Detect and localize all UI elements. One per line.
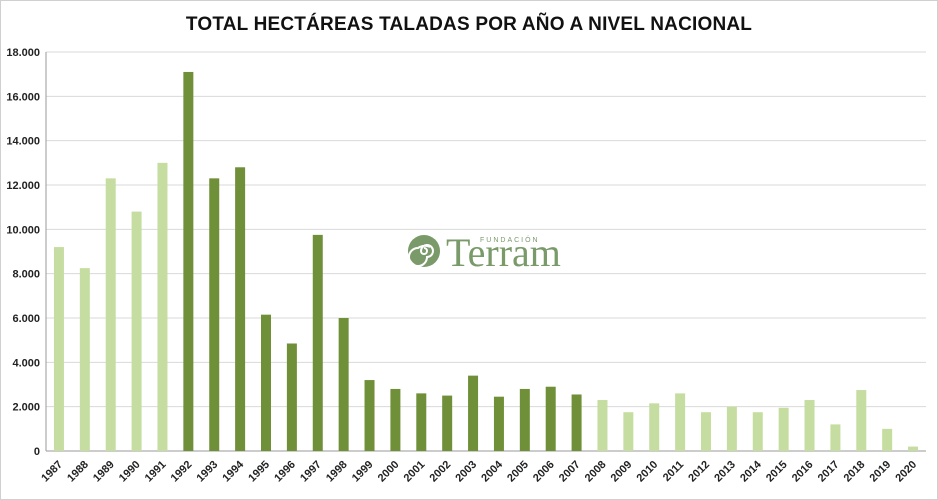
terram-watermark: Terram FUNDACIÓN: [408, 230, 561, 275]
x-tick-label: 1990: [117, 459, 143, 485]
bar-1997: [312, 234, 323, 451]
bar-1992: [183, 71, 194, 451]
x-tick-label: 2014: [738, 458, 764, 484]
x-tick-label: 2017: [816, 459, 842, 485]
x-tick-label: 2002: [427, 459, 453, 485]
x-tick-label: 2016: [790, 459, 816, 485]
bar-2016: [804, 400, 815, 451]
x-tick-label: 1992: [169, 459, 195, 485]
bar-1989: [105, 178, 116, 451]
y-tick-label: 0: [34, 446, 40, 458]
x-tick-label: 2004: [479, 458, 505, 484]
bar-2018: [856, 390, 867, 451]
bar-2011: [675, 393, 686, 451]
x-tick-label: 2001: [402, 459, 428, 485]
x-tick-label: 2003: [453, 459, 479, 485]
bar-2020: [908, 446, 919, 451]
bar-2009: [623, 412, 634, 451]
x-tick-label: 2011: [661, 459, 686, 484]
bar-1993: [209, 178, 220, 451]
bar-1996: [286, 343, 297, 451]
y-tick-label: 12.000: [6, 180, 40, 192]
bar-1990: [131, 211, 142, 451]
y-tick-label: 6.000: [12, 313, 40, 325]
y-tick-label: 2.000: [12, 402, 40, 414]
x-tick-label: 1987: [39, 459, 65, 485]
bar-2012: [701, 412, 711, 451]
bar-2015: [778, 407, 789, 451]
x-tick-label: 1993: [195, 459, 221, 485]
x-tick-label: 1999: [350, 459, 376, 485]
x-tick-label: 2007: [557, 459, 583, 485]
bar-2003: [468, 375, 479, 451]
x-tick-label: 2010: [635, 459, 661, 485]
bar-2008: [597, 400, 608, 451]
y-tick-label: 8.000: [12, 269, 40, 281]
bar-2019: [882, 428, 893, 451]
bar-1994: [235, 167, 246, 451]
bar-2000: [390, 388, 401, 451]
y-tick-label: 14.000: [6, 136, 40, 148]
bar-2017: [830, 424, 841, 451]
x-tick-label: 2013: [712, 459, 738, 485]
bar-1998: [338, 318, 349, 451]
x-tick-label: 1995: [246, 459, 272, 485]
y-axis-ticks: 0 2.000 4.000 6.000 8.000 10.000 12.000 14.000 1…: [6, 47, 40, 458]
bar-2002: [442, 395, 453, 451]
bar-1999: [364, 380, 375, 451]
x-tick-label: 2020: [893, 459, 919, 485]
bar-1987: [53, 247, 64, 451]
bars: [53, 71, 919, 452]
x-tick-label: 1994: [220, 458, 246, 484]
x-tick-label: 1988: [65, 459, 91, 485]
bar-2001: [416, 393, 427, 451]
x-tick-label: 2008: [583, 459, 609, 485]
bar-1995: [261, 314, 271, 451]
watermark-small: FUNDACIÓN: [480, 235, 540, 244]
x-tick-label: 2018: [842, 459, 868, 485]
x-tick-label: 2006: [531, 459, 557, 485]
bar-2010: [649, 403, 660, 451]
x-tick-label: 2019: [867, 459, 893, 485]
y-tick-label: 4.000: [12, 357, 40, 369]
x-tick-label: 2012: [686, 459, 712, 485]
bar-2005: [519, 388, 530, 451]
x-axis-ticks: 1987 1988 1989 1990 1991 1992 1993 1994 1995 1996…: [39, 458, 919, 484]
x-tick-label: 2009: [609, 459, 635, 485]
y-tick-label: 10.000: [6, 224, 40, 236]
bar-2014: [752, 412, 763, 451]
x-tick-label: 2005: [505, 459, 531, 485]
bar-1991: [157, 162, 168, 452]
x-tick-label: 1996: [272, 459, 298, 485]
bar-2007: [571, 394, 582, 451]
x-tick-label: 1997: [298, 459, 324, 485]
x-tick-label: 1989: [91, 459, 117, 485]
x-tick-label: 1991: [143, 459, 169, 485]
chart-title: TOTAL HECTÁREAS TALADAS POR AÑO A NIVEL …: [185, 14, 753, 35]
watermark-brand: Terram: [446, 230, 561, 275]
bar-2006: [545, 386, 556, 451]
x-tick-label: 2000: [376, 459, 402, 485]
bar-2004: [493, 396, 504, 451]
x-tick-label: 2015: [764, 459, 790, 485]
x-tick-label: 1998: [324, 459, 350, 485]
bar-2013: [726, 406, 737, 451]
y-tick-label: 16.000: [6, 91, 40, 103]
bar-1988: [79, 268, 90, 451]
y-tick-label: 18.000: [6, 47, 40, 59]
spiral-logo-icon: [408, 235, 440, 267]
